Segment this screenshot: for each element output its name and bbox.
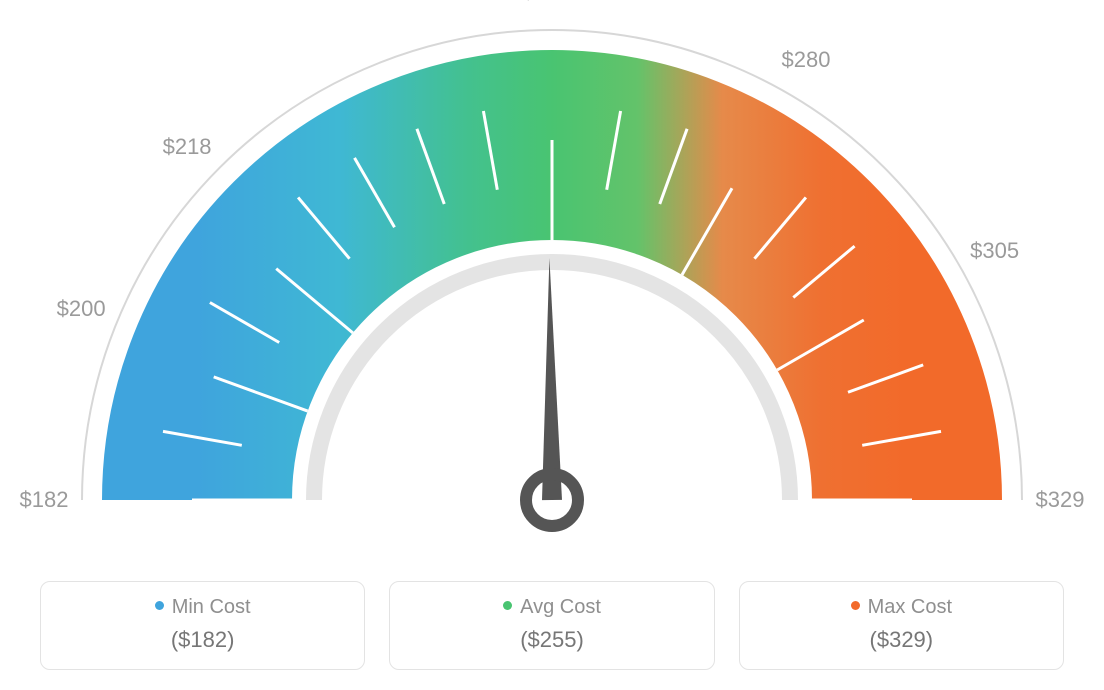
avg-cost-value: ($255) xyxy=(390,627,713,653)
gauge-svg xyxy=(0,0,1104,560)
min-cost-card: Min Cost ($182) xyxy=(40,581,365,670)
gauge-tick-label: $200 xyxy=(57,296,106,322)
avg-cost-title: Avg Cost xyxy=(390,596,713,619)
gauge-chart: $182 $200 $218 $255 $280 $305 $329 xyxy=(0,0,1104,560)
avg-cost-card: Avg Cost ($255) xyxy=(389,581,714,670)
summary-cards: Min Cost ($182) Avg Cost ($255) Max Cost… xyxy=(40,581,1064,670)
max-cost-card: Max Cost ($329) xyxy=(739,581,1064,670)
gauge-tick-label: $218 xyxy=(163,134,212,160)
max-cost-value: ($329) xyxy=(740,627,1063,653)
dot-icon xyxy=(851,601,860,610)
min-cost-value: ($182) xyxy=(41,627,364,653)
gauge-tick-label: $182 xyxy=(20,487,69,513)
min-cost-label: Min Cost xyxy=(172,596,251,618)
dot-icon xyxy=(155,601,164,610)
gauge-tick-label: $255 xyxy=(522,0,571,5)
gauge-tick-label: $280 xyxy=(782,47,831,73)
min-cost-title: Min Cost xyxy=(41,596,364,619)
max-cost-label: Max Cost xyxy=(868,596,952,618)
gauge-tick-label: $329 xyxy=(1036,487,1085,513)
dot-icon xyxy=(503,601,512,610)
avg-cost-label: Avg Cost xyxy=(520,596,601,618)
gauge-tick-label: $305 xyxy=(970,238,1019,264)
max-cost-title: Max Cost xyxy=(740,596,1063,619)
